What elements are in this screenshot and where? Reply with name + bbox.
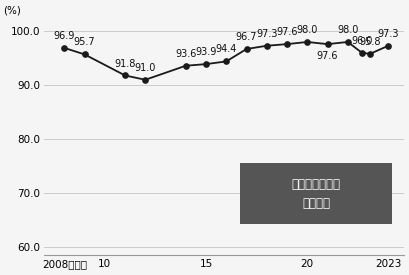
Text: 97.3: 97.3 [255, 29, 277, 39]
Text: (%): (%) [3, 5, 20, 15]
Text: 93.6: 93.6 [175, 49, 196, 59]
Text: 95.8: 95.8 [358, 37, 380, 47]
FancyBboxPatch shape [240, 163, 391, 224]
Text: 96.7: 96.7 [235, 32, 257, 42]
Text: 93.9: 93.9 [195, 47, 216, 57]
Text: 97.3: 97.3 [377, 29, 398, 39]
Text: 98.0: 98.0 [336, 25, 357, 35]
Text: 96.9: 96.9 [54, 31, 75, 41]
Text: 98.0: 98.0 [296, 25, 317, 35]
Text: 91.0: 91.0 [134, 63, 155, 73]
Text: 94.4: 94.4 [215, 45, 236, 54]
Text: 大学生／就職率
［全体］: 大学生／就職率 ［全体］ [291, 177, 340, 210]
Text: 96.0: 96.0 [351, 36, 372, 46]
Text: 97.6: 97.6 [316, 51, 337, 61]
Text: 91.8: 91.8 [114, 59, 135, 68]
Text: 97.6: 97.6 [276, 27, 297, 37]
Text: 95.7: 95.7 [74, 37, 95, 48]
